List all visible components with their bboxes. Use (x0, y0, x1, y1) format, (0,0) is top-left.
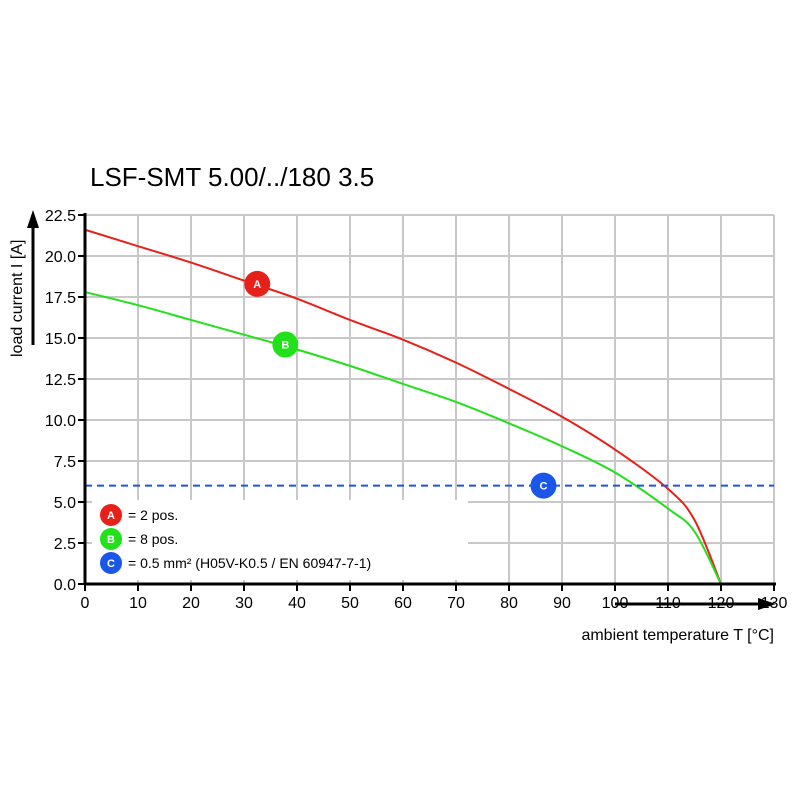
x-tick-label: 0 (81, 595, 90, 612)
marker-c-circle (530, 472, 557, 499)
x-tick-label: 70 (447, 595, 465, 612)
x-tick-label: 40 (288, 595, 306, 612)
legend: A = 2 pos. B = 8 pos. C = 0.5 mm² (H05V-K0.5 … (100, 504, 371, 574)
marker-a-label: A (253, 279, 261, 291)
x-tick-label: 50 (341, 595, 359, 612)
marker-b-label: B (107, 534, 115, 546)
y-axis-label: load current I [A] (9, 240, 26, 357)
y-tick-label: 12.5 (45, 372, 76, 389)
x-axis-arrow-head (758, 598, 776, 610)
y-tick-label: 0.0 (54, 577, 76, 594)
y-tick-label: 10.0 (45, 413, 76, 430)
y-tick-label: 2.5 (54, 536, 76, 553)
y-tick-label: 15.0 (45, 331, 76, 348)
marker-a-circle (244, 270, 271, 297)
y-tick-label: 5.0 (54, 495, 76, 512)
legend-entry-text: = 0.5 mm² (H05V-K0.5 / EN 60947-7-1) (128, 555, 371, 571)
marker-b-circle (272, 331, 299, 358)
legend-entry-text: = 2 pos. (128, 507, 178, 523)
x-tick-label: 10 (129, 595, 147, 612)
marker-a-circle (100, 504, 122, 526)
y-tick-label: 17.5 (45, 290, 76, 307)
marker-c-label: C (107, 558, 115, 570)
x-tick-label: 20 (182, 595, 200, 612)
marker-b-label: B (281, 340, 289, 352)
axes: 01020304050607080901001101201300.02.55.0… (27, 208, 787, 612)
x-tick-label: 30 (235, 595, 253, 612)
marker-b-circle (100, 528, 122, 550)
y-axis-arrow-head (27, 210, 39, 228)
chart-title: LSF-SMT 5.00/../180 3.5 (90, 162, 374, 192)
legend-entry-text: = 8 pos. (128, 531, 178, 547)
marker-c-label: C (539, 481, 547, 493)
x-axis-label: ambient temperature T [°C] (581, 627, 774, 644)
marker-a-label: A (107, 510, 115, 522)
series-markers: A B C (244, 270, 557, 499)
x-tick-label: 90 (553, 595, 571, 612)
marker-c-circle (100, 552, 122, 574)
x-tick-label: 60 (394, 595, 412, 612)
y-tick-label: 7.5 (54, 454, 76, 471)
series-b-line (84, 291, 722, 585)
series-lines (84, 228, 774, 585)
series-a-line (84, 228, 722, 585)
x-tick-label: 80 (500, 595, 518, 612)
legend-background (92, 500, 468, 580)
y-tick-label: 20.0 (45, 249, 76, 266)
y-tick-label: 22.5 (45, 208, 76, 225)
